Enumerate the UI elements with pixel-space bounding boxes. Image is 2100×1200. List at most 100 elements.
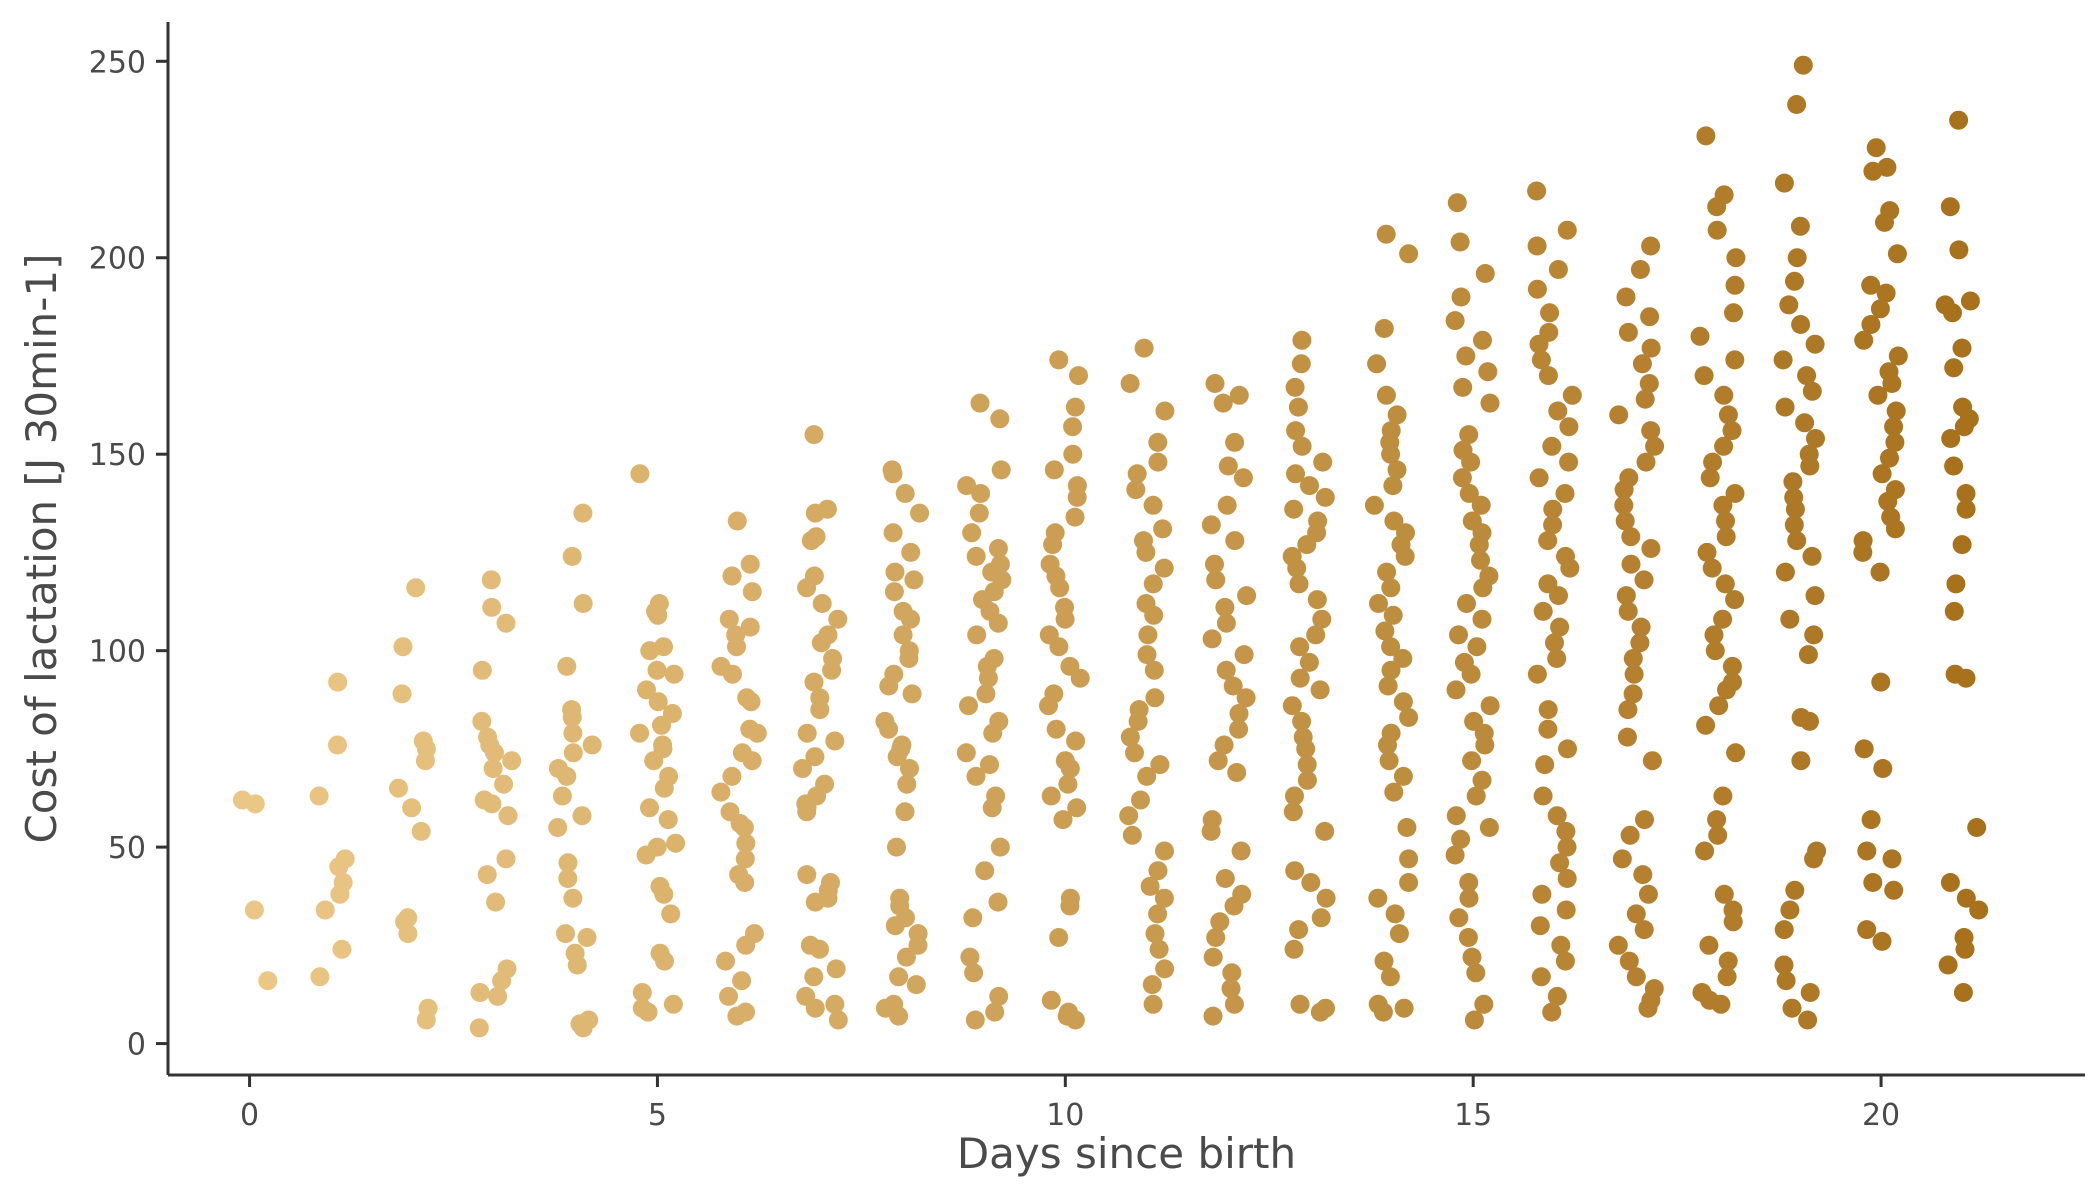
- data-point: [1459, 873, 1479, 892]
- data-point: [310, 967, 330, 987]
- data-point: [636, 845, 656, 865]
- data-point: [1551, 935, 1571, 955]
- data-point: [1380, 967, 1400, 987]
- data-point: [1311, 908, 1331, 928]
- data-point: [652, 715, 671, 735]
- data-point: [1049, 350, 1069, 370]
- data-point: [1557, 220, 1577, 240]
- data-point: [1633, 865, 1653, 885]
- data-point: [1143, 574, 1163, 594]
- data-point: [1718, 405, 1738, 425]
- data-point: [990, 837, 1010, 857]
- data-point: [1630, 633, 1650, 653]
- data-point: [1284, 499, 1304, 519]
- data-point: [1131, 790, 1150, 810]
- data-point: [558, 853, 578, 873]
- data-point: [805, 503, 825, 523]
- data-point: [1632, 354, 1652, 374]
- data-point: [964, 963, 984, 983]
- data-point: [1773, 350, 1793, 370]
- data-point: [1639, 374, 1659, 393]
- data-point: [727, 511, 747, 531]
- data-point: [727, 637, 746, 657]
- data-point: [1621, 554, 1641, 574]
- data-point: [1527, 181, 1547, 201]
- data-point: [980, 755, 999, 775]
- data-point: [1065, 1010, 1085, 1030]
- data-point: [1387, 405, 1407, 425]
- data-point: [1236, 688, 1256, 708]
- data-point: [988, 539, 1008, 558]
- data-point: [1143, 495, 1163, 515]
- data-point: [1714, 385, 1734, 405]
- data-point: [552, 786, 572, 806]
- data-point: [985, 1002, 1005, 1022]
- data-point: [735, 849, 755, 869]
- y-axis-title: Cost of lactation [J 30min-1]: [17, 253, 66, 843]
- data-point: [1306, 625, 1326, 645]
- data-point: [1954, 417, 1974, 437]
- data-point: [1288, 397, 1308, 417]
- data-point: [975, 861, 995, 881]
- axes-layer: 0 5 10 15 20 0 50 100 150 200 250: [89, 22, 2085, 1133]
- data-point: [1148, 432, 1168, 452]
- data-point: [889, 1006, 909, 1026]
- data-point: [640, 641, 660, 661]
- data-point: [1393, 766, 1413, 786]
- data-point: [1205, 554, 1224, 574]
- data-point: [1399, 873, 1419, 892]
- data-point: [1459, 425, 1479, 445]
- data-point: [1614, 480, 1634, 500]
- data-point: [1285, 861, 1305, 881]
- data-point: [812, 594, 832, 613]
- data-point: [1373, 1002, 1393, 1022]
- data-point: [1941, 429, 1961, 448]
- data-point: [797, 802, 817, 822]
- data-point: [1956, 888, 1976, 908]
- data-point: [1884, 417, 1904, 437]
- data-point: [1067, 798, 1087, 818]
- data-point: [1137, 645, 1157, 665]
- data-point: [1145, 924, 1165, 944]
- data-point: [1854, 330, 1874, 350]
- data-point: [1471, 550, 1490, 570]
- data-point: [1375, 621, 1395, 641]
- data-point: [556, 924, 575, 944]
- data-point: [1878, 491, 1898, 511]
- data-point: [1285, 786, 1304, 806]
- data-point: [1861, 275, 1881, 295]
- data-point: [978, 668, 998, 688]
- data-point: [1863, 161, 1883, 181]
- data-point: [1543, 515, 1563, 535]
- data-point: [1880, 448, 1899, 468]
- x-tick-label: 5: [648, 1098, 667, 1133]
- data-point: [1381, 637, 1401, 657]
- data-point: [1800, 983, 1820, 1002]
- data-point: [1699, 935, 1719, 955]
- data-point: [1953, 983, 1973, 1002]
- data-point: [496, 613, 516, 633]
- data-point: [1456, 346, 1476, 366]
- data-point: [883, 464, 903, 484]
- data-point: [1798, 1010, 1818, 1030]
- data-point: [1795, 413, 1815, 433]
- data-point: [562, 708, 582, 727]
- data-point: [884, 582, 904, 602]
- data-point: [1700, 468, 1720, 488]
- y-tick-label: 150: [89, 438, 146, 473]
- data-point: [1449, 625, 1468, 645]
- data-point: [1136, 542, 1156, 562]
- data-point: [1785, 499, 1805, 519]
- data-point: [483, 759, 503, 778]
- data-point: [258, 971, 278, 991]
- data-point: [1557, 837, 1577, 857]
- data-point: [1467, 637, 1487, 657]
- data-point: [1284, 939, 1304, 959]
- data-point: [658, 810, 678, 830]
- data-point: [1217, 495, 1237, 515]
- data-point: [1313, 452, 1333, 472]
- data-point: [664, 664, 684, 684]
- data-point: [893, 625, 913, 645]
- data-point: [488, 986, 508, 1006]
- data-point: [895, 484, 915, 503]
